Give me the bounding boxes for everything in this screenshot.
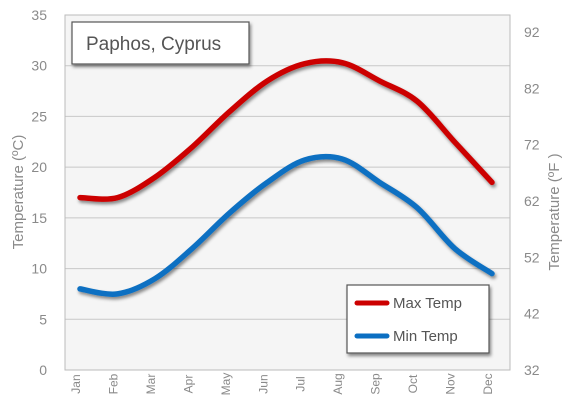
y-tick-label-left: 5 (39, 311, 47, 327)
series-lines (77, 58, 495, 297)
right-axis-ticks: 32 42 52 62 72 82 92 (524, 24, 540, 378)
plot-frame (64, 14, 511, 371)
x-tick-label: Mar (144, 374, 158, 395)
y-tick-label-left: 25 (31, 108, 47, 124)
y-tick-label-left: 10 (31, 261, 47, 277)
x-tick-label: Jul (294, 376, 308, 391)
x-tick-label: Sep (369, 373, 383, 395)
x-axis-ticks: Jan Feb Mar Apr May Jun Jul Aug Sep Oct Nov Dec (69, 373, 495, 396)
x-tick-label: Dec (481, 373, 495, 394)
legend-label-min-temp: Min Temp (393, 328, 458, 345)
y-tick-label-left: 30 (31, 58, 47, 74)
chart-title: Paphos, Cyprus (86, 34, 221, 55)
y-tick-label-right: 42 (524, 306, 540, 322)
y-tick-label-right: 82 (524, 80, 540, 96)
y-axis-title-left: Temperature (ºC) (10, 135, 27, 250)
legend: Max Temp Min Temp (346, 284, 490, 354)
y-tick-label-right: 72 (524, 137, 540, 153)
y-tick-label-right: 92 (524, 24, 540, 40)
x-tick-label: Jan (69, 374, 83, 393)
y-tick-label-left: 20 (31, 159, 47, 175)
y-axis-title-right: Temperature (ºF ) (546, 153, 563, 270)
y-tick-label-left: 35 (31, 7, 47, 23)
series-line-max-temp (77, 58, 495, 202)
legend-label-max-temp: Max Temp (393, 295, 462, 312)
x-tick-label: Oct (406, 374, 420, 393)
y-tick-label-right: 32 (524, 362, 540, 378)
y-tick-label-left: 15 (31, 210, 47, 226)
y-tick-label-right: 52 (524, 249, 540, 265)
y-tick-label-left: 0 (39, 362, 47, 378)
left-axis-ticks: 0 5 10 15 20 25 30 35 (31, 7, 47, 378)
y-tick-label-right: 62 (524, 193, 540, 209)
chart-title-box: Paphos, Cyprus (71, 21, 250, 65)
x-tick-label: May (219, 373, 233, 396)
x-tick-label: Feb (106, 373, 120, 394)
x-tick-label: Apr (181, 375, 195, 394)
x-tick-label: Nov (444, 373, 458, 394)
x-tick-label: Aug (331, 373, 345, 394)
x-tick-label: Jun (256, 374, 270, 393)
series-line-min-temp (77, 153, 495, 297)
